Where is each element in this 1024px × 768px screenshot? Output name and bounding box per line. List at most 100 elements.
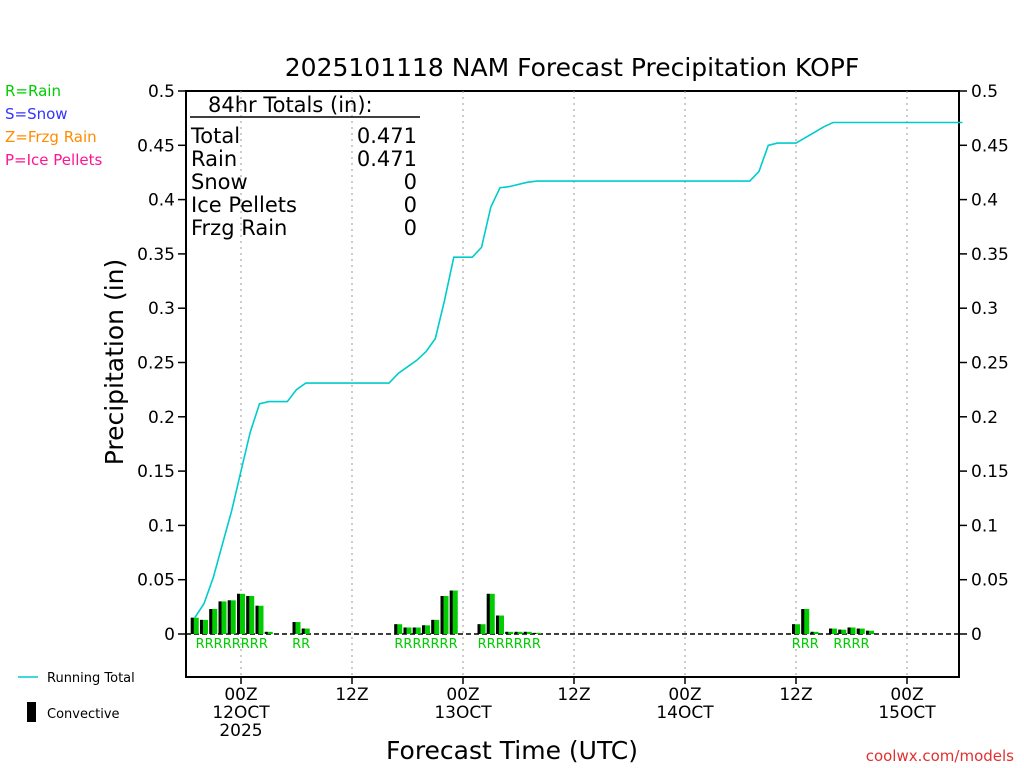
precip-bar (255, 605, 264, 634)
convective-bar (209, 609, 213, 634)
totals-box: 84hr Totals (in): Total 0.471 Rain 0.471 Sno… (190, 93, 420, 240)
y-tick-label-right: 0.1 (971, 516, 998, 536)
y-tick-label-left: 0 (164, 625, 175, 645)
convective-bar (514, 631, 518, 634)
y-tick-label-right: 0.35 (971, 245, 1009, 265)
y-tick-label-right: 0 (971, 625, 982, 645)
precip-bar (422, 625, 430, 634)
precip-bar (431, 619, 440, 634)
convective-bar (422, 625, 425, 634)
y-axis-left: 0 0.05 0.1 0.15 0.2 0.25 0.3 0.35 0.4 0.45 0.5 (137, 82, 186, 645)
totals-row-value: 0.471 (357, 124, 417, 148)
convective-bar (301, 628, 305, 634)
y-tick-label-right: 0.2 (971, 408, 998, 428)
y-tick-label-left: 0.05 (137, 571, 175, 591)
plot-frame (185, 90, 960, 678)
y-axis-right: 0 0.05 0.1 0.15 0.2 0.25 0.3 0.35 0.4 0.45 0.5 (959, 82, 1009, 645)
y-axis-label: Precipitation (in) (100, 259, 129, 466)
x-tick-label: 12Z (557, 685, 590, 705)
precip-bar (301, 628, 310, 634)
convective-legend-label: Convective (47, 707, 120, 722)
convective-bar (200, 619, 203, 634)
x-tick-label: 00Z (890, 685, 923, 705)
convective-bar (523, 631, 527, 634)
precip-bar (412, 627, 421, 634)
x-tick-label: 00Z (668, 685, 701, 705)
precip-bar (200, 619, 208, 634)
convective-bar (237, 593, 240, 634)
precip-bar (477, 624, 486, 634)
convective-bar (477, 624, 481, 634)
x-tick-label: 13OCT (434, 703, 492, 723)
y-tick-label-left: 0.4 (148, 191, 175, 211)
convective-bar (440, 595, 444, 634)
convective-bar (533, 632, 536, 634)
y-tick-label-right: 0.3 (971, 299, 998, 319)
precip-bar (246, 595, 255, 634)
precip-bar (847, 627, 856, 634)
precip-bar (237, 593, 245, 634)
y-tick-label-left: 0.2 (148, 408, 175, 428)
precip-bar (394, 624, 403, 634)
precip-type-label: RRRR (833, 637, 869, 652)
precip-type-legend: R=Rain S=Snow Z=Frzg Rain P=Ice Pellets (5, 82, 102, 169)
y-tick-label-right: 0.15 (971, 462, 1009, 482)
totals-header: 84hr Totals (in): (208, 93, 373, 117)
totals-row-label: Frzg Rain (191, 216, 287, 240)
precip-type-legend-item: Z=Frzg Rain (5, 128, 97, 146)
x-tick-label: 15OCT (878, 703, 936, 723)
precip-type-label: RRRRRRRR (196, 637, 268, 652)
precip-type-label: RRRRRRR (478, 637, 541, 652)
convective-bar (486, 593, 490, 634)
totals-row-value: 0 (404, 170, 417, 194)
convective-bar (449, 590, 453, 634)
precip-bar (190, 617, 199, 634)
precip-bar (856, 628, 865, 634)
totals-row-value: 0.471 (357, 147, 417, 171)
convective-bar (227, 600, 231, 634)
convective-bar (255, 605, 259, 634)
precip-bar (264, 631, 273, 634)
y-tick-label-left: 0.15 (137, 462, 175, 482)
precip-bar (486, 593, 495, 634)
y-tick-label-right: 0.4 (971, 191, 998, 211)
precip-bar (440, 595, 449, 634)
y-tick-label-left: 0.45 (137, 136, 175, 156)
precip-bar (218, 601, 227, 634)
convective-bar (292, 622, 296, 634)
convective-bar (246, 595, 250, 634)
precip-bar (449, 590, 458, 634)
totals-row-value: 0 (404, 216, 417, 240)
credit-text: coolwx.com/models (866, 747, 1014, 765)
convective-bar (190, 617, 194, 634)
convective-bar (856, 628, 860, 634)
precip-bar (810, 631, 819, 634)
convective-bar (394, 624, 398, 634)
precip-bar (792, 624, 800, 634)
precip-type-row: RRRRRRRR RR RRRRRRR RRRRRRR RRR RRRR (196, 637, 870, 652)
totals-row-value: 0 (404, 193, 417, 217)
precip-bar (533, 632, 541, 634)
precip-bar (227, 600, 236, 634)
chart-title: 2025101118 NAM Forecast Precipitation KO… (285, 53, 859, 82)
x-tick-label: 14OCT (656, 703, 714, 723)
convective-bar (847, 627, 851, 634)
convective-bar (838, 629, 842, 634)
running-total-line (194, 121, 963, 619)
series-legend: Running Total Convective (18, 671, 135, 722)
precip-type-label: RRRRRRR (394, 637, 457, 652)
precip-bar (829, 628, 837, 634)
hourly-precip-bars (190, 590, 874, 634)
precip-bar (209, 609, 218, 634)
y-tick-label-right: 0.5 (971, 82, 998, 102)
x-axis-label: Forecast Time (UTC) (386, 736, 638, 765)
x-tick-label: 12Z (779, 685, 812, 705)
convective-bar (792, 624, 795, 634)
precip-bar (514, 631, 523, 634)
precip-bar (292, 622, 301, 634)
convective-bar (431, 619, 435, 634)
precip-bar (801, 609, 810, 634)
y-tick-label-right: 0.25 (971, 354, 1009, 374)
y-tick-label-left: 0.3 (148, 299, 175, 319)
